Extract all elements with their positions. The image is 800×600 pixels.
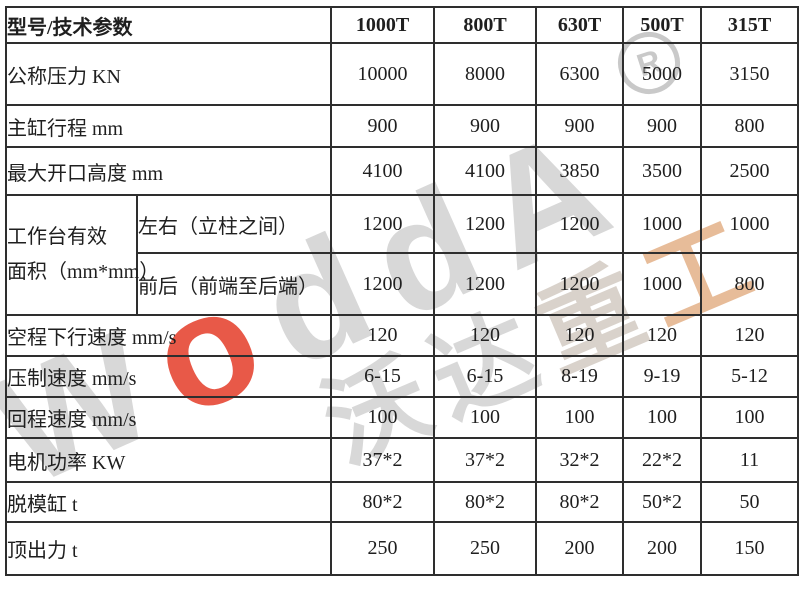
spec-value-cell: 800 (700, 252, 799, 316)
spec-value-cell: 900 (330, 104, 435, 148)
spec-value-cell: 50*2 (622, 481, 702, 523)
spec-value-cell: 1000 (622, 194, 702, 254)
table-row: 电机功率 KW 37*2 37*2 32*2 22*2 11 (5, 437, 799, 483)
spec-value-cell: 200 (622, 521, 702, 576)
spec-value-cell: 80*2 (330, 481, 435, 523)
spec-value-cell: 250 (433, 521, 537, 576)
spec-row-label: 压制速度 mm/s (5, 355, 332, 398)
spec-value-cell: 150 (700, 521, 799, 576)
spec-value-cell: 3500 (622, 146, 702, 196)
spec-value-cell: 10000 (330, 42, 435, 106)
spec-group-label: 工作台有效 面积（mm*mm） (5, 194, 160, 316)
spec-value-cell: 1000 (700, 194, 799, 254)
table-row: 前后（前端至后端） 1200 1200 1200 1000 800 (6, 252, 799, 316)
spec-value-cell: 5-12 (700, 355, 799, 398)
spec-sub-label: 左右（立柱之间） (136, 194, 332, 254)
spec-value-cell: 1200 (433, 194, 537, 254)
spec-value-cell: 100 (622, 396, 702, 439)
table-row: 公称压力 KN 10000 8000 6300 5000 3150 (5, 42, 799, 106)
table-header-row: 型号/技术参数 1000T 800T 630T 500T 315T (5, 6, 799, 44)
table-row: 工作台有效 面积（mm*mm） 左右（立柱之间） 1200 1200 1200 … (5, 194, 799, 316)
spec-value-cell: 1200 (330, 194, 435, 254)
spec-value-cell: 6-15 (433, 355, 537, 398)
table-row: 压制速度 mm/s 6-15 6-15 8-19 9-19 5-12 (5, 355, 799, 398)
spec-value-cell: 3150 (700, 42, 799, 106)
table-row: 空程下行速度 mm/s 120 120 120 120 120 (5, 314, 799, 357)
spec-value-cell: 120 (433, 314, 537, 357)
table-row: 最大开口高度 mm 4100 4100 3850 3500 2500 (5, 146, 799, 196)
spec-value-cell: 6-15 (330, 355, 435, 398)
spec-value-cell: 250 (330, 521, 435, 576)
spec-value-cell: 9-19 (622, 355, 702, 398)
spec-value-cell: 37*2 (330, 437, 435, 483)
spec-value-cell: 100 (433, 396, 537, 439)
model-header-cell: 500T (622, 6, 702, 44)
table-row: 主缸行程 mm 900 900 900 900 800 (5, 104, 799, 148)
spec-value-cell: 32*2 (535, 437, 624, 483)
spec-value-cell: 8000 (433, 42, 537, 106)
spec-value-cell: 3850 (535, 146, 624, 196)
model-header-cell: 630T (535, 6, 624, 44)
spec-value-cell: 200 (535, 521, 624, 576)
spec-row-label: 脱模缸 t (5, 481, 332, 523)
spec-value-cell: 22*2 (622, 437, 702, 483)
spec-value-cell: 1200 (330, 252, 435, 316)
spec-value-cell: 6300 (535, 42, 624, 106)
param-header-cell: 型号/技术参数 (5, 6, 332, 44)
spec-row-label: 主缸行程 mm (5, 104, 332, 148)
spec-value-cell: 1200 (535, 252, 624, 316)
table-row: 脱模缸 t 80*2 80*2 80*2 50*2 50 (5, 481, 799, 523)
spec-value-cell: 37*2 (433, 437, 537, 483)
spec-row-label: 顶出力 t (5, 521, 332, 576)
spec-group-label-line2: 面积（mm*mm） (7, 261, 160, 283)
spec-value-cell: 1200 (535, 194, 624, 254)
spec-value-cell: 8-19 (535, 355, 624, 398)
model-header-cell: 800T (433, 6, 537, 44)
table-row: 回程速度 mm/s 100 100 100 100 100 (5, 396, 799, 439)
spec-value-cell: 900 (622, 104, 702, 148)
model-header-cell: 315T (700, 6, 799, 44)
spec-value-cell: 100 (535, 396, 624, 439)
spec-value-cell: 120 (700, 314, 799, 357)
spec-row-label: 空程下行速度 mm/s (5, 314, 332, 357)
spec-value-cell: 2500 (700, 146, 799, 196)
spec-value-cell: 120 (622, 314, 702, 357)
spec-table: 型号/技术参数 1000T 800T 630T 500T 315T 公称压力 K… (5, 6, 799, 576)
spec-value-cell: 100 (700, 396, 799, 439)
spec-value-cell: 4100 (330, 146, 435, 196)
spec-value-cell: 4100 (433, 146, 537, 196)
spec-value-cell: 900 (535, 104, 624, 148)
spec-value-cell: 80*2 (433, 481, 537, 523)
spec-value-cell: 80*2 (535, 481, 624, 523)
spec-value-cell: 800 (700, 104, 799, 148)
spec-value-cell: 900 (433, 104, 537, 148)
spec-value-cell: 120 (330, 314, 435, 357)
spec-value-cell: 100 (330, 396, 435, 439)
spec-sub-label: 前后（前端至后端） (136, 252, 332, 316)
spec-row-label: 回程速度 mm/s (5, 396, 332, 439)
spec-value-cell: 1200 (433, 252, 537, 316)
spec-value-cell: 120 (535, 314, 624, 357)
spec-value-cell: 11 (700, 437, 799, 483)
model-header-cell: 1000T (330, 6, 435, 44)
spec-row-label: 电机功率 KW (5, 437, 332, 483)
spec-value-cell: 50 (700, 481, 799, 523)
spec-group-label-line1: 工作台有效 (7, 226, 107, 248)
table-row: 顶出力 t 250 250 200 200 150 (5, 521, 799, 576)
spec-value-cell: 1000 (622, 252, 702, 316)
spec-value-cell: 5000 (622, 42, 702, 106)
spec-row-label: 公称压力 KN (5, 42, 332, 106)
spec-row-label: 最大开口高度 mm (5, 146, 332, 196)
